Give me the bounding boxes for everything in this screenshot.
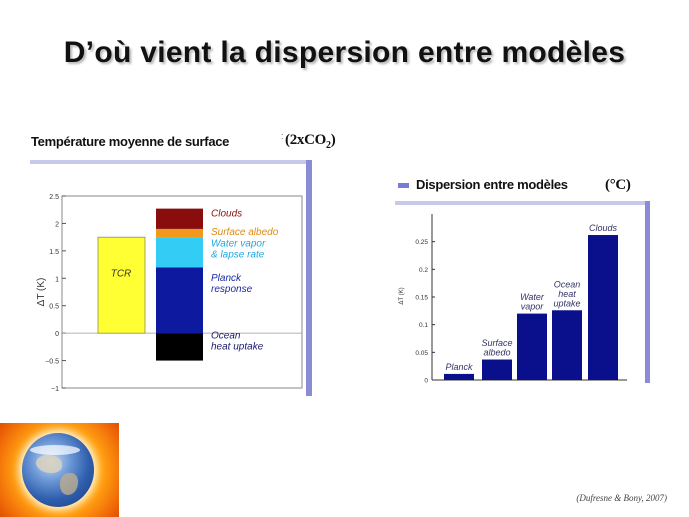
right-chart: ΔT (K) 0.25 0.2 0.15 0.1 0.05 0 Planck Surface…: [399, 214, 627, 385]
source-credit: (Dufresne & Bony, 2007): [576, 493, 667, 503]
stack-segment: [156, 228, 203, 238]
right-tick-label: 0: [424, 378, 428, 385]
right-tick-label: 0.15: [415, 295, 428, 302]
right-tick-label: 0.05: [415, 350, 428, 357]
left-chart-side-accent: [306, 160, 312, 396]
right-chart-side-accent: [645, 201, 650, 383]
right-y-axis-label: ΔT (K): [399, 287, 405, 304]
stack-segment: [156, 208, 203, 229]
stack-segment-label: Ocean heat uptake: [211, 330, 264, 352]
stack-segment: [156, 237, 203, 268]
bar-tcr: [97, 236, 146, 334]
bar: [482, 359, 512, 380]
slide-title: D’où vient la dispersion entre modèles: [63, 36, 626, 69]
left-tick-label: 2: [55, 221, 59, 228]
bar-label: Water vapor: [520, 292, 545, 312]
bar-label: Ocean heat uptake: [553, 279, 580, 308]
right-chart-top-accent: [395, 201, 649, 205]
right-tick-label: 0.1: [419, 322, 428, 329]
right-chart-unit: (°C): [605, 177, 631, 193]
earth-sun-image: [0, 423, 119, 517]
bar: [588, 235, 618, 380]
stack-segment: [156, 267, 203, 334]
right-tick-label: 0.2: [419, 267, 428, 274]
left-chart-unit: (2xCO2): [285, 132, 336, 151]
left-tick-label: 0: [55, 331, 59, 338]
bar-label: Clouds: [589, 223, 618, 233]
right-chart-label: Dispersion entre modèles: [416, 177, 568, 192]
stack-segment: [156, 333, 203, 361]
globe-icon: [22, 433, 94, 507]
left-chart-label: Température moyenne de surface: [31, 134, 230, 149]
stack-segment-label: Clouds: [211, 209, 242, 220]
bar: [552, 310, 582, 380]
bar-label-tcr: TCR: [111, 268, 132, 279]
colon-mark: :: [281, 131, 284, 141]
left-tick-label: 2.5: [49, 194, 59, 201]
bullet-icon: [398, 183, 409, 188]
left-y-axis-label: ΔT (K): [36, 278, 47, 307]
bar: [517, 313, 547, 380]
left-chart-frame: [61, 195, 303, 389]
stack-segment-label: Water vapor & lapse rate: [211, 239, 266, 261]
left-chart: ΔT (K) 2.5 2 1.5 1 0.5 0 −0.5 −1 TCR Ocean heat …: [36, 194, 303, 393]
stack-segment-label: Planck response: [211, 273, 253, 295]
left-tick-label: −0.5: [45, 359, 59, 366]
left-tick-label: 1: [55, 276, 59, 283]
left-tick-label: 0.5: [49, 304, 59, 311]
right-tick-label: 0.25: [415, 239, 428, 246]
left-chart-top-accent: [30, 160, 306, 164]
stack-segment-label: Surface albedo: [211, 227, 279, 238]
left-tick-label: −1: [51, 386, 59, 393]
bar: [444, 373, 474, 380]
bar-label: Surface albedo: [481, 338, 512, 358]
left-tick-label: 1.5: [49, 249, 59, 256]
bar-label: Planck: [445, 362, 473, 372]
